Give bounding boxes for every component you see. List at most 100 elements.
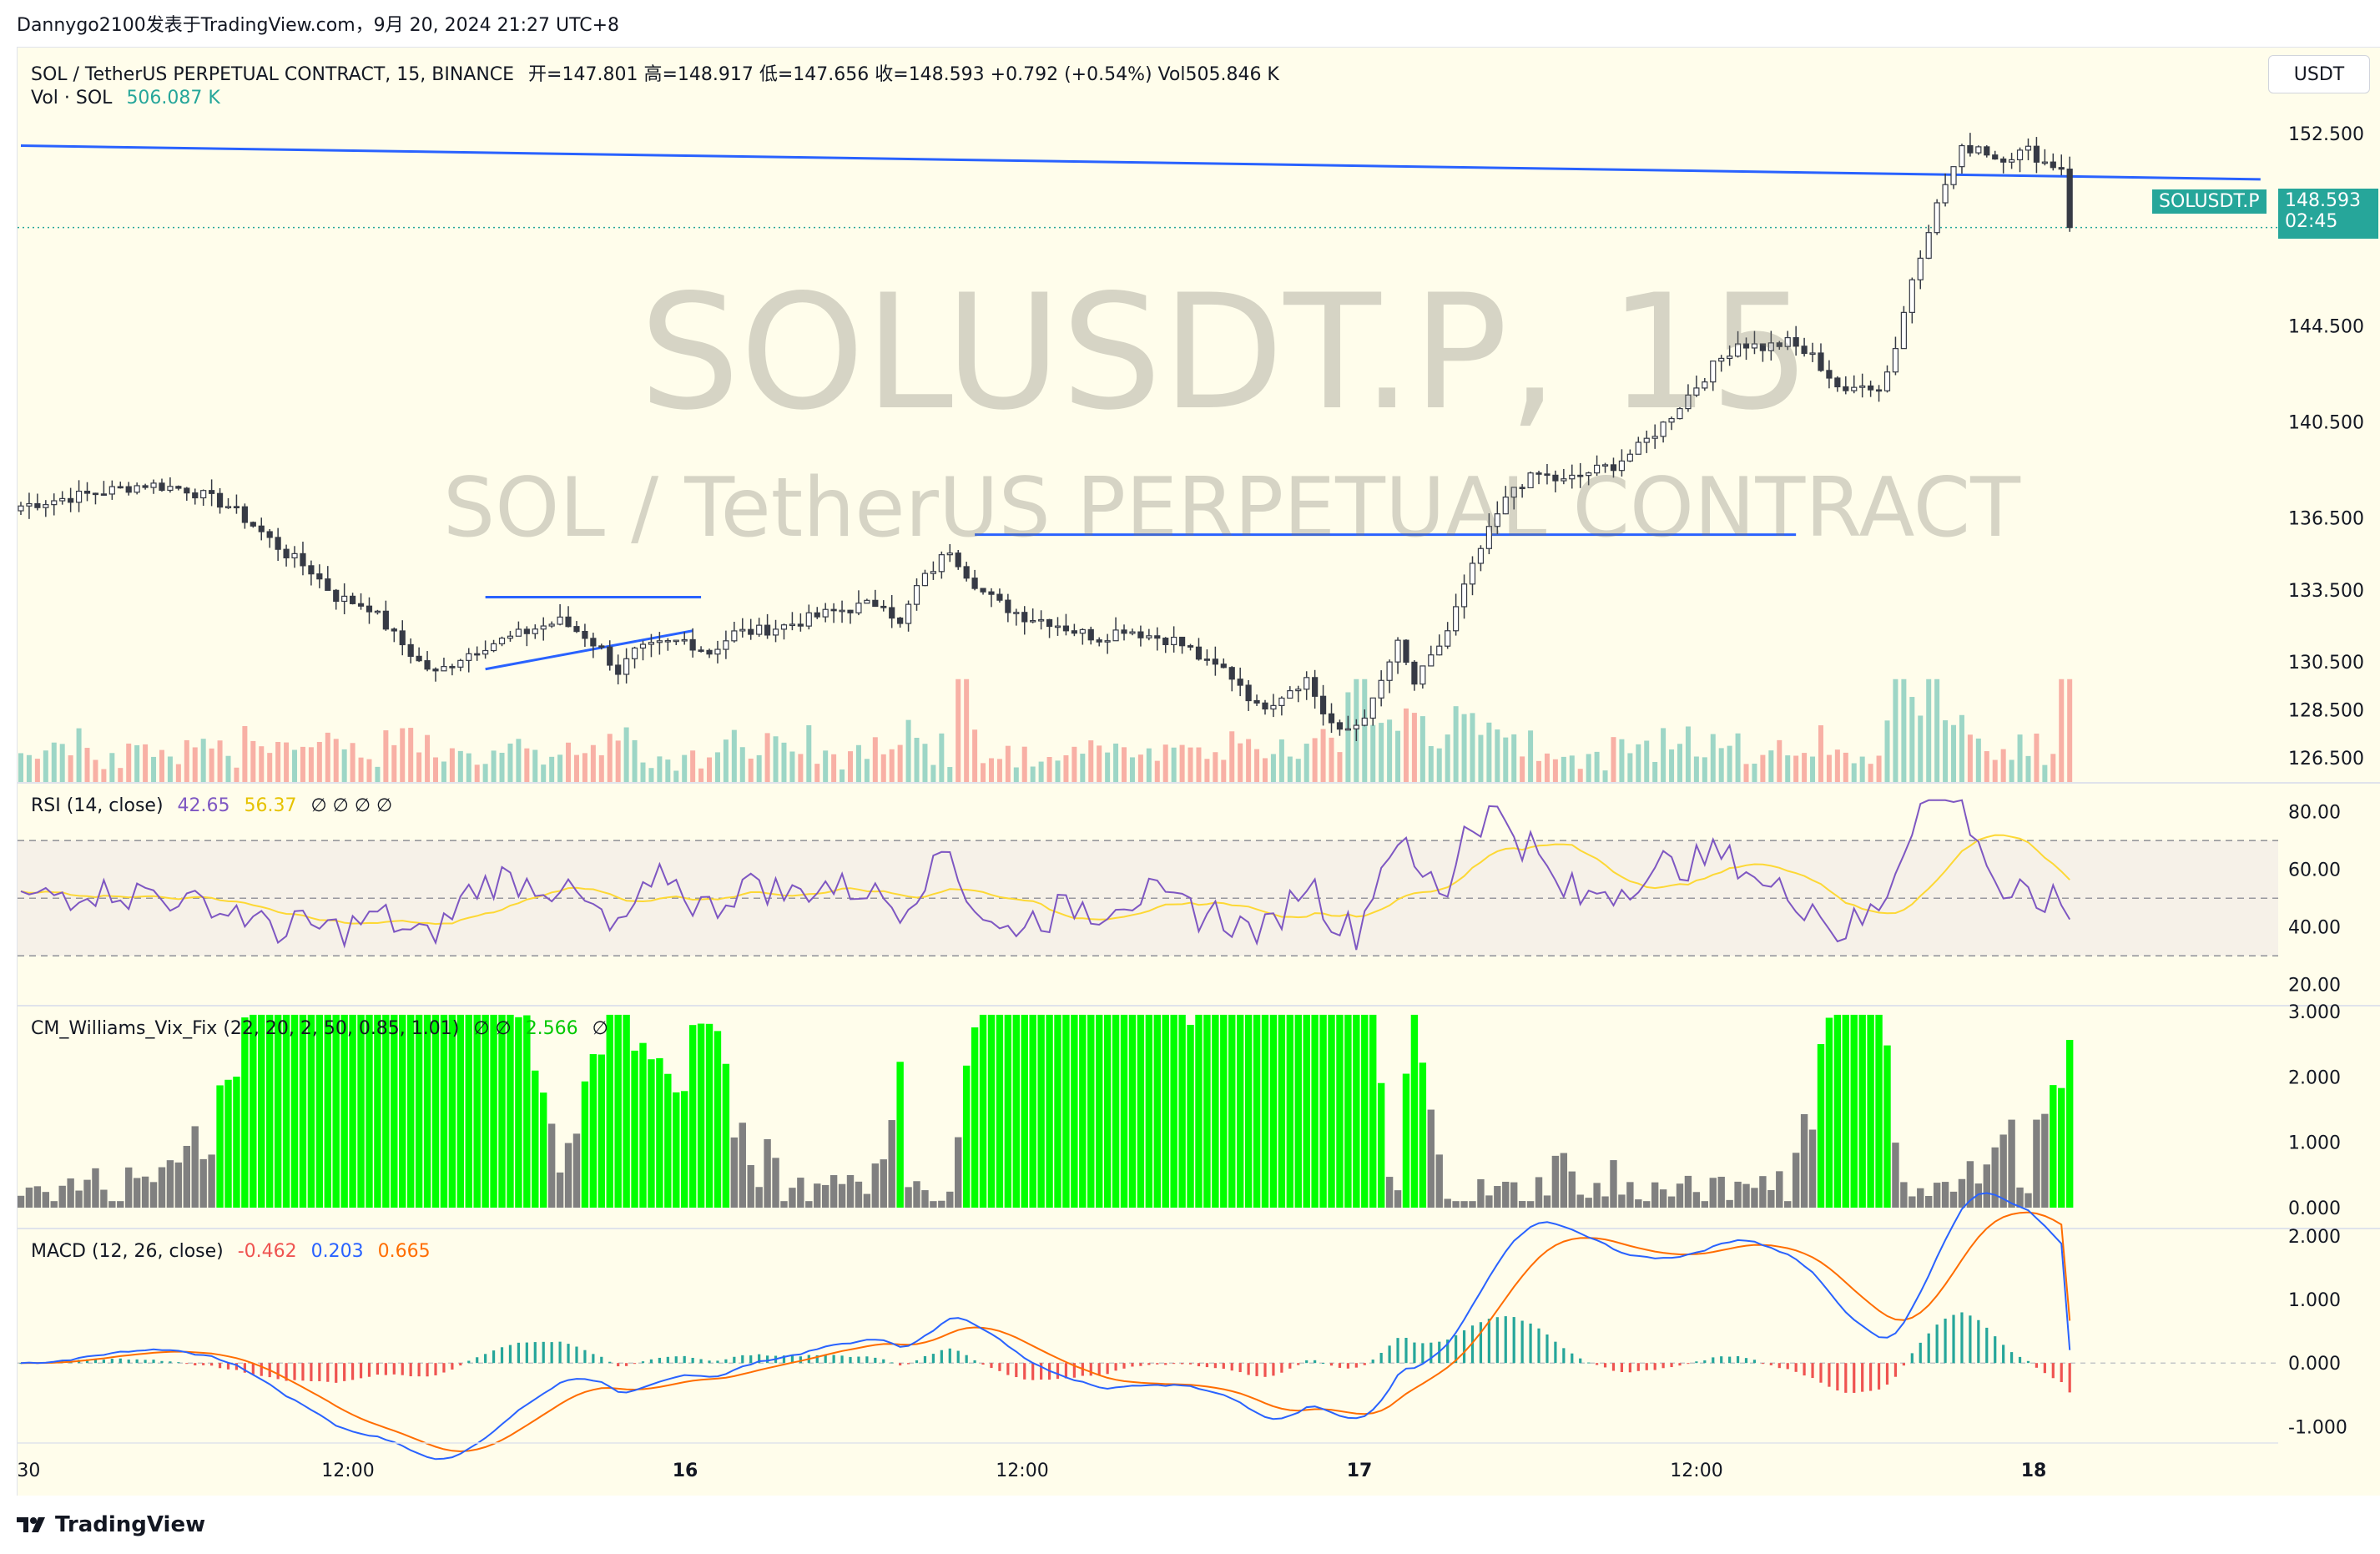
- chart-area[interactable]: :3012:001612:001712:001812:001912:002012…: [17, 47, 2280, 1497]
- tradingview-logo[interactable]: TradingView: [17, 1512, 205, 1537]
- candle-body: [2058, 167, 2065, 170]
- candle: [822, 603, 829, 623]
- candle: [1494, 501, 1500, 534]
- volume-bar: [1959, 714, 1964, 782]
- vix-name[interactable]: CM_Williams_Vix_Fix (22, 20, 2, 50, 0.85…: [31, 1018, 460, 1039]
- chart-svg[interactable]: :3012:001612:001712:001812:001912:002012…: [18, 48, 2279, 1496]
- vix-bar: [1311, 1014, 1319, 1208]
- macd-hist-bar: [1603, 1363, 1607, 1368]
- candle-body: [374, 610, 381, 613]
- volume-bar: [864, 759, 870, 782]
- volume-bar: [723, 739, 729, 782]
- vix-bar: [1991, 1147, 1999, 1208]
- macd-hist-bar: [110, 1359, 113, 1364]
- vix-bar: [125, 1167, 133, 1208]
- vix-bar: [158, 1167, 166, 1208]
- candle-body: [946, 552, 953, 556]
- candle-body: [1610, 464, 1617, 472]
- candle-body: [1112, 629, 1119, 642]
- vix-bar: [83, 1179, 91, 1208]
- vix-bar: [1220, 1014, 1228, 1208]
- candle: [159, 478, 165, 492]
- candle-body: [407, 643, 414, 657]
- volume-bar: [316, 741, 322, 782]
- vix-bar: [764, 1138, 771, 1208]
- volume-bar: [499, 752, 505, 782]
- volume-bar: [972, 729, 978, 782]
- volume-bar: [1652, 761, 1658, 782]
- vol-label[interactable]: Vol · SOL: [31, 88, 113, 108]
- candle: [1087, 626, 1094, 645]
- candle-body: [731, 630, 738, 642]
- macd-hist-bar: [2060, 1363, 2063, 1383]
- vix-bar: [374, 1014, 381, 1208]
- candle: [756, 618, 763, 637]
- macd-hist-bar: [1430, 1342, 1433, 1364]
- macd-hist-bar: [1803, 1363, 1806, 1376]
- macd-hist-bar: [683, 1355, 686, 1364]
- volume-bar: [449, 748, 455, 782]
- macd-hist-bar: [1462, 1330, 1466, 1364]
- candle: [142, 483, 149, 490]
- vix-bar: [108, 1201, 116, 1208]
- vix-bar: [282, 1014, 290, 1208]
- macd-hist-bar: [1819, 1363, 1823, 1383]
- axis-separator-1: [2278, 1005, 2380, 1007]
- vix-bar: [987, 1014, 996, 1208]
- rsi-tick: 80.00: [2288, 803, 2341, 824]
- candle: [1062, 613, 1070, 636]
- volume-bar: [507, 743, 513, 782]
- candle: [291, 546, 298, 568]
- vix-bar: [1419, 1062, 1427, 1208]
- volume-bar: [466, 753, 471, 782]
- vix-bar: [448, 1014, 456, 1208]
- macd-hist-bar: [484, 1354, 487, 1364]
- macd-hist-bar: [1678, 1363, 1682, 1366]
- vix-bar: [224, 1079, 232, 1208]
- price-axis[interactable]: 152.500148.500144.500140.500136.500133.5…: [2278, 47, 2380, 1497]
- currency-button[interactable]: USDT: [2268, 55, 2370, 93]
- macd-hist-bar: [459, 1363, 462, 1366]
- volume-bar: [1196, 747, 1202, 782]
- volume-bar: [1843, 752, 1848, 782]
- trendline-2: [485, 629, 693, 671]
- price-tick: 152.500: [2288, 124, 2364, 145]
- volume-bar: [259, 746, 265, 782]
- macd-hist-bar: [899, 1363, 902, 1366]
- volume-bar: [1984, 751, 1989, 782]
- volume-bar: [947, 767, 953, 782]
- vix-bar: [1601, 1196, 1609, 1208]
- macd-name[interactable]: MACD (12, 26, close): [31, 1241, 224, 1262]
- vix-bar: [1012, 1014, 1020, 1208]
- candle: [963, 562, 970, 582]
- vix-bar: [1079, 1014, 1087, 1208]
- volume-bar: [532, 749, 538, 782]
- vix-post: ∅: [592, 1018, 608, 1039]
- candle-body: [1054, 625, 1061, 628]
- volume-bar: [1105, 752, 1111, 782]
- volume-bar: [2067, 679, 2073, 782]
- volume-bar: [2009, 759, 2014, 782]
- macd-hist-bar: [376, 1363, 380, 1375]
- candle: [498, 636, 506, 647]
- rsi-name[interactable]: RSI (14, close): [31, 795, 164, 816]
- volume-bar: [1021, 746, 1027, 782]
- candle-body: [797, 623, 804, 627]
- candle-body: [1660, 421, 1667, 437]
- volume-bar: [1544, 753, 1550, 782]
- volume-bar: [325, 732, 330, 782]
- volume-bar: [549, 756, 555, 782]
- legend-symbol[interactable]: SOL / TetherUS PERPETUAL CONTRACT, 15, B…: [31, 64, 515, 85]
- candle-body: [482, 649, 489, 655]
- volume-bar: [698, 768, 704, 782]
- candle-body: [996, 593, 1003, 601]
- vix-bar: [1128, 1014, 1137, 1208]
- candle-body: [921, 573, 929, 587]
- candle: [805, 604, 812, 630]
- volume-bar: [922, 744, 928, 782]
- volume-bar: [665, 759, 671, 782]
- candle-body: [822, 608, 829, 618]
- candle-body: [507, 635, 514, 639]
- candle-body: [1336, 722, 1344, 730]
- vix-bar: [258, 1014, 265, 1208]
